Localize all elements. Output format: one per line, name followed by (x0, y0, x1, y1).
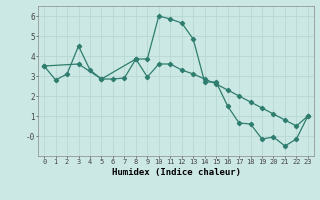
X-axis label: Humidex (Indice chaleur): Humidex (Indice chaleur) (111, 168, 241, 177)
